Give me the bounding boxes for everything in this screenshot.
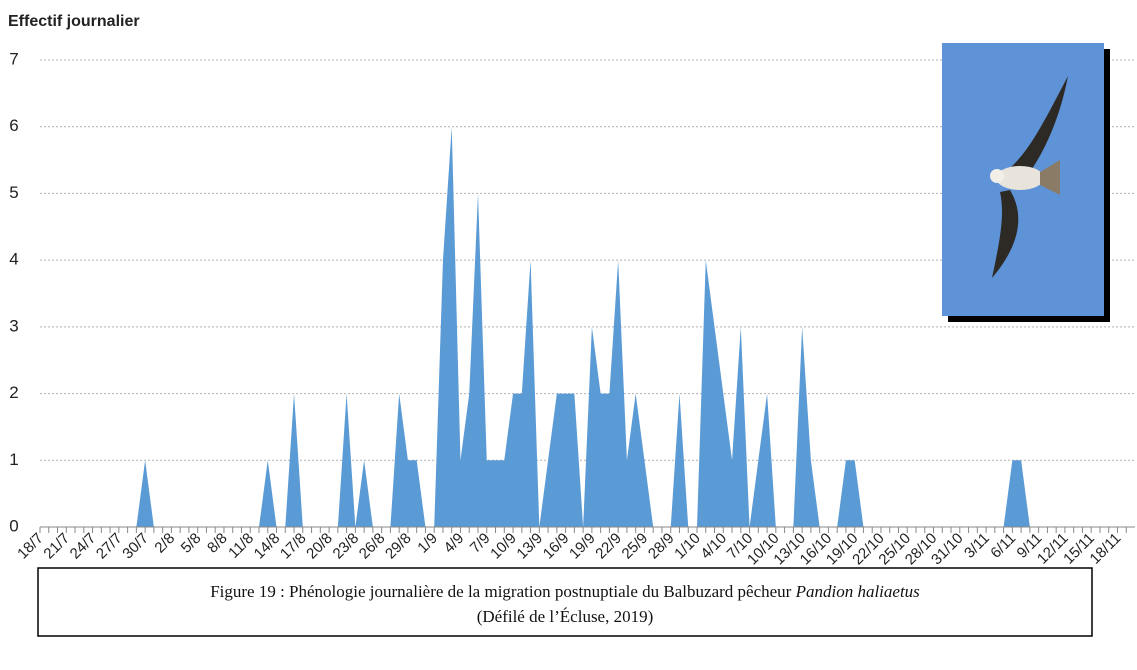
x-tick-label: 21/7 [40, 530, 73, 563]
x-tick-label: 24/7 [67, 530, 100, 563]
x-tick-label: 19/9 [566, 530, 599, 563]
photo [942, 43, 1110, 322]
x-tick-label: 6/11 [987, 530, 1019, 562]
x-tick-label: 20/8 [303, 530, 336, 563]
x-tick-label: 26/8 [356, 530, 389, 563]
caption-source: (Défilé de l’Écluse, 2019) [477, 607, 654, 626]
x-tick-label: 30/7 [119, 530, 152, 563]
x-tick-label: 1/9 [414, 530, 441, 557]
x-tick-label: 11/8 [225, 530, 257, 562]
x-tick-label: 5/8 [178, 530, 205, 557]
y-tick-label: 3 [9, 316, 18, 335]
y-axis-title: Effectif journalier [8, 13, 140, 30]
x-tick-label: 10/9 [487, 530, 520, 563]
x-tick-label: 27/7 [93, 530, 126, 563]
x-tick-label: 1/10 [671, 530, 704, 563]
x-tick-label: 29/8 [382, 530, 415, 563]
x-tick-label: 17/8 [277, 530, 310, 563]
x-tick-label: 16/9 [540, 530, 573, 563]
x-tick-label: 14/8 [251, 530, 284, 563]
y-tick-label: 1 [9, 450, 18, 469]
caption-box [37, 567, 1093, 637]
area [40, 126, 1127, 527]
x-tick-label: 28/9 [645, 530, 678, 563]
x-tick-label: 2/8 [151, 530, 178, 557]
x-tick-label: 3/11 [961, 530, 993, 562]
y-tick-label: 2 [9, 383, 18, 402]
x-tick-label: 13/9 [513, 530, 546, 563]
caption: Figure 19 : Phénologie journalière de la… [210, 582, 920, 601]
x-tick-label: 18/11 [1087, 530, 1125, 568]
y-tick-label: 4 [9, 250, 18, 269]
y-tick-label: 7 [9, 49, 18, 68]
x-tick-label: 18/7 [14, 530, 47, 563]
x-tick-label: 22/9 [592, 530, 625, 563]
y-tick-label: 6 [9, 116, 18, 135]
y-tick-label: 5 [9, 183, 18, 202]
x-tick-label: 4/9 [441, 530, 468, 557]
y-tick-label: 0 [9, 516, 18, 535]
caption-species: Pandion haliaetus [795, 582, 921, 601]
x-tick-label: 23/8 [330, 530, 363, 563]
x-tick-label: 25/9 [619, 530, 652, 563]
x-tick-label: 4/10 [697, 530, 730, 563]
caption-text: Figure 19 : Phénologie journalière de la… [210, 582, 795, 601]
